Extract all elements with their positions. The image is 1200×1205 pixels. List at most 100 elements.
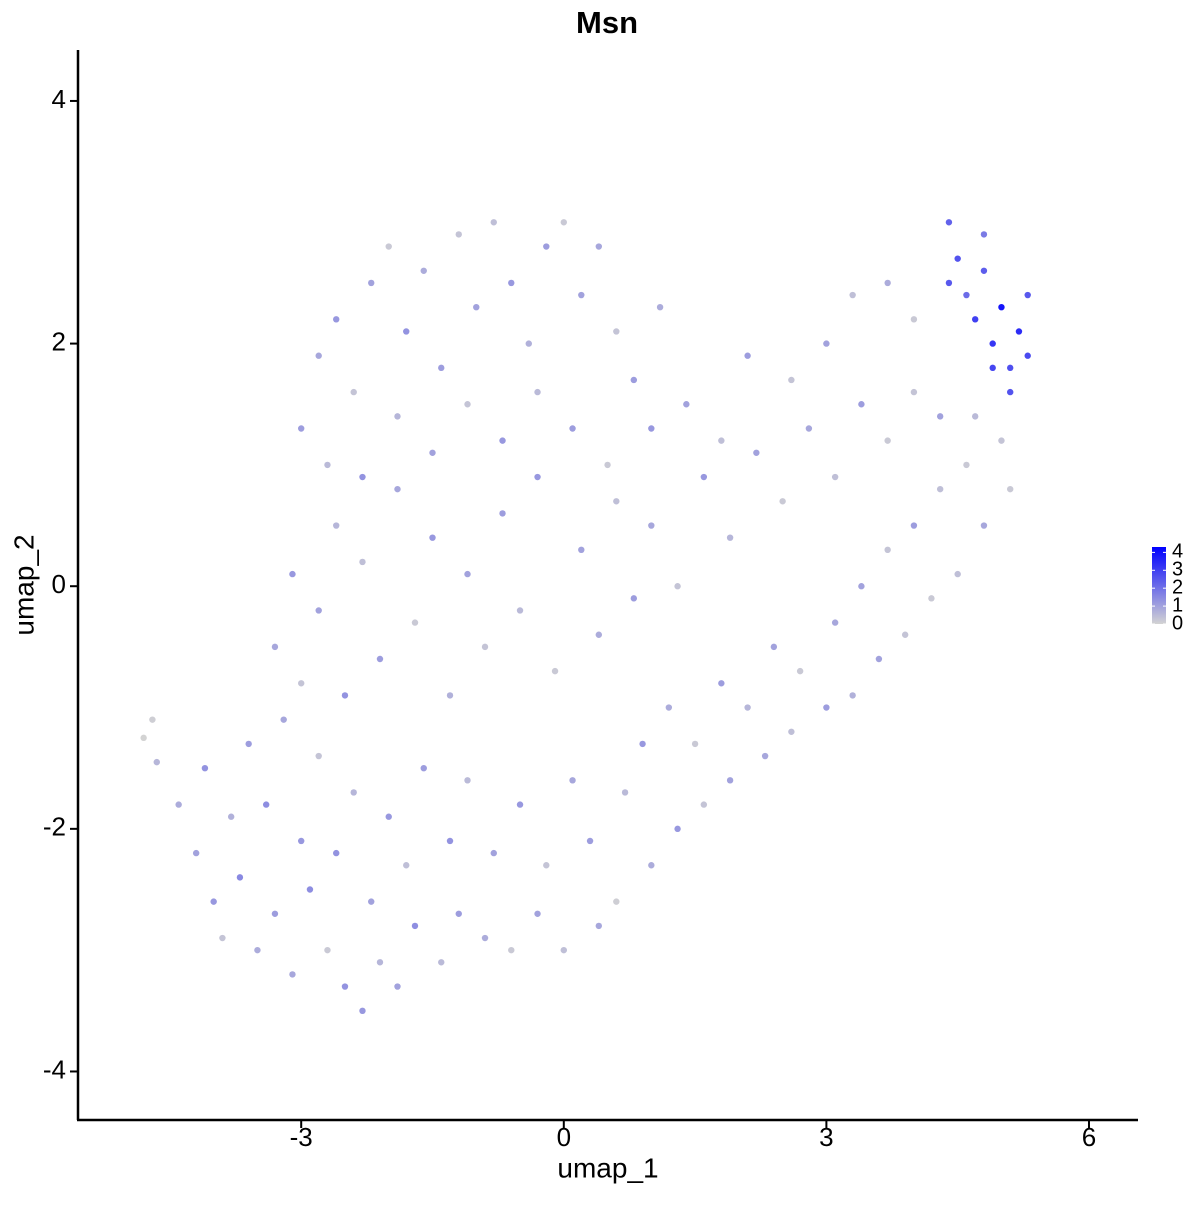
point [341, 692, 349, 699]
point [333, 522, 340, 529]
point [411, 619, 419, 626]
point [1007, 388, 1014, 396]
point [333, 849, 340, 857]
point [613, 898, 620, 905]
point [569, 425, 576, 432]
point [543, 862, 550, 869]
point [665, 704, 673, 711]
point [928, 595, 935, 602]
point [595, 243, 603, 250]
point [656, 303, 664, 311]
point [910, 388, 918, 396]
point [1007, 485, 1014, 493]
y-tick-label: -2 [43, 812, 66, 842]
point [639, 740, 646, 748]
point [464, 401, 471, 408]
point [324, 461, 331, 469]
point [805, 425, 813, 432]
point [726, 534, 734, 541]
point [989, 364, 996, 372]
point [954, 255, 961, 262]
point [980, 267, 988, 274]
point [429, 449, 436, 456]
point [884, 546, 891, 554]
point [586, 837, 594, 845]
point [210, 898, 217, 905]
point [429, 534, 436, 541]
point [359, 558, 366, 566]
point [796, 667, 804, 675]
point [262, 801, 270, 808]
point [315, 352, 322, 359]
point [674, 825, 681, 833]
point [245, 740, 252, 748]
point [761, 752, 769, 760]
point [901, 631, 909, 638]
point [648, 862, 655, 869]
point [963, 291, 970, 299]
point [595, 631, 603, 638]
point [298, 837, 305, 845]
point [350, 388, 357, 396]
point [849, 692, 856, 699]
point [945, 279, 953, 287]
point [236, 874, 244, 881]
point [368, 279, 375, 287]
point [333, 316, 340, 323]
point [753, 449, 760, 456]
point [394, 983, 401, 990]
point [971, 413, 979, 420]
y-tick-label: -4 [43, 1054, 66, 1084]
point [534, 473, 541, 481]
point [770, 643, 778, 651]
point [227, 813, 235, 820]
point [153, 758, 160, 766]
point [508, 946, 515, 954]
point [560, 219, 567, 226]
point [525, 340, 532, 347]
colorbar-label: 2 [1172, 576, 1183, 598]
point [140, 734, 147, 742]
point [858, 583, 865, 590]
point [884, 279, 891, 287]
point [516, 801, 524, 808]
y-tick-label: 0 [52, 569, 66, 599]
point [744, 352, 751, 359]
point [700, 801, 708, 808]
chart-title: Msn [576, 5, 638, 40]
point [490, 219, 497, 226]
point [315, 752, 322, 760]
point [341, 983, 349, 990]
point [998, 303, 1005, 311]
point [604, 461, 611, 469]
point [691, 740, 699, 748]
x-axis-title: umap_1 [557, 1152, 658, 1183]
point [411, 922, 419, 930]
point [613, 328, 620, 335]
point [385, 813, 392, 820]
point [280, 716, 287, 723]
point [420, 267, 427, 274]
point [368, 898, 375, 905]
point [219, 934, 226, 942]
point [1024, 291, 1031, 299]
point [744, 704, 751, 711]
point [823, 704, 830, 711]
point [718, 680, 725, 687]
point [936, 413, 944, 420]
point [385, 243, 392, 250]
point [1024, 352, 1031, 359]
point [788, 376, 795, 384]
point [534, 910, 541, 917]
point [718, 437, 725, 444]
point [464, 570, 471, 578]
point [306, 886, 314, 893]
point [648, 425, 655, 432]
point [420, 764, 427, 772]
point [446, 692, 454, 699]
x-tick-label: 0 [557, 1122, 571, 1152]
point [455, 910, 462, 917]
point [910, 522, 918, 529]
point [350, 789, 357, 796]
y-tick-label: 2 [52, 326, 66, 356]
